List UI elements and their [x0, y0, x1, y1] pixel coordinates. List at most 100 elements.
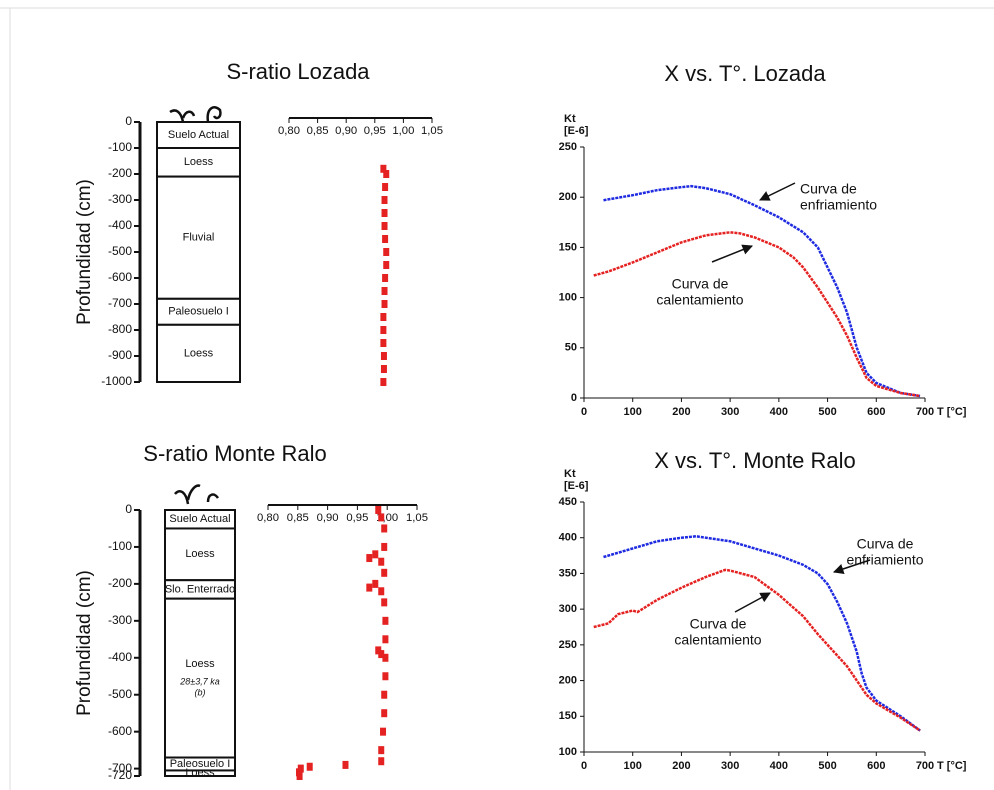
- y-axis-label: Profundidad (cm): [74, 570, 95, 716]
- y-tick-label: 150: [559, 241, 577, 253]
- s-ratio-point: [380, 378, 387, 386]
- layer: [164, 769, 236, 777]
- y-tick-label: 250: [559, 639, 577, 651]
- s-ratio-point: [381, 222, 388, 230]
- x-tick-label: 700: [916, 406, 934, 418]
- y-tick-label: 200: [559, 191, 577, 203]
- x-tick-label: 1,05: [406, 512, 428, 524]
- s-ratio-point: [380, 352, 387, 360]
- y-tick-label: 350: [559, 567, 577, 579]
- s-ratio-point: [381, 568, 388, 577]
- y-tick-label: 100: [559, 746, 577, 758]
- x-tick-label: 0,80: [278, 125, 300, 137]
- layer-name: Paleosuelo I: [170, 758, 231, 770]
- annotation: Curva de: [800, 181, 857, 197]
- s-ratio-point: [383, 261, 390, 269]
- layer-name: Slo. Enterrado: [165, 583, 235, 595]
- s-ratio-point: [381, 524, 388, 533]
- layer-name: Loess: [184, 156, 214, 168]
- layer-name: Loess: [184, 347, 214, 359]
- y-axis-unit: [E-6]: [564, 125, 589, 137]
- annotation: Curva de: [690, 616, 747, 632]
- s-ratio-point: [382, 672, 389, 681]
- s-ratio-point: [382, 635, 389, 644]
- y-tick-label: 300: [559, 603, 577, 615]
- y-tick-label: -500: [108, 244, 132, 258]
- y-axis-unit: [E-6]: [564, 480, 589, 492]
- x-tick-label: 0,90: [317, 512, 339, 524]
- y-tick-label: 200: [559, 674, 577, 686]
- layer-name: Paleosuelo I: [168, 306, 229, 318]
- s-ratio-point: [382, 183, 389, 191]
- series-line: [593, 568, 921, 732]
- s-ratio-point: [383, 170, 390, 178]
- s-ratio-point: [378, 650, 385, 659]
- s-ratio-point: [366, 554, 373, 563]
- x-tick-label: 100: [624, 760, 642, 772]
- x-tick-label: 500: [818, 406, 836, 418]
- layer: [164, 527, 236, 582]
- x-tick-label: 600: [867, 760, 885, 772]
- y-tick-label: -720: [108, 768, 132, 782]
- s-ratio-point: [382, 616, 389, 625]
- layer-name: Suelo Actual: [168, 129, 229, 141]
- x-axis-label: T [°C]: [937, 760, 967, 772]
- y-tick-label: 250: [559, 141, 577, 153]
- layer-name: Fluvial: [183, 232, 215, 244]
- x-tick-label: 0,85: [287, 512, 309, 524]
- y-tick-label: -700: [108, 296, 132, 310]
- y-tick-label: 50: [565, 342, 577, 354]
- y-tick-label: -600: [108, 270, 132, 284]
- s-ratio-point: [381, 209, 388, 217]
- s-ratio-point: [380, 164, 387, 173]
- s-ratio-point: [372, 579, 379, 588]
- series-line: [593, 231, 921, 398]
- annotation-arrow: [759, 182, 796, 201]
- s-ratio-point: [378, 513, 385, 522]
- y-axis-label: Profundidad (cm): [74, 179, 95, 325]
- layer-name: Suelo Actual: [169, 513, 230, 525]
- annotation: calentamiento: [656, 292, 743, 308]
- x-tick-label: 1,05: [421, 125, 443, 137]
- x-tick-label: 0: [581, 406, 587, 418]
- s-ratio-point: [296, 772, 303, 780]
- x-tick-label: 300: [721, 406, 739, 418]
- annotation-arrow: [833, 559, 871, 574]
- layer-note: (b): [195, 687, 206, 697]
- y-tick-label: 450: [559, 496, 577, 508]
- s-ratio-point: [382, 653, 389, 662]
- panel-title: S-ratio Monte Ralo: [143, 441, 326, 466]
- s-ratio-point: [378, 587, 385, 596]
- y-axis-label: Kt: [564, 468, 576, 480]
- y-tick-label: -100: [108, 140, 132, 154]
- y-tick-label: -300: [108, 192, 132, 206]
- y-tick-label: -900: [108, 348, 132, 362]
- s-ratio-point: [381, 542, 388, 551]
- layer: [156, 147, 241, 178]
- y-tick-label: 150: [559, 710, 577, 722]
- x-tick-label: 600: [867, 406, 885, 418]
- s-ratio-point: [381, 287, 388, 295]
- s-ratio-point: [381, 709, 388, 718]
- y-tick-label: 400: [559, 532, 577, 544]
- x-tick-label: 0,95: [346, 512, 368, 524]
- x-tick-label: 200: [672, 760, 690, 772]
- annotation: Curva de: [672, 276, 729, 292]
- y-tick-label: -300: [108, 613, 132, 627]
- s-ratio-point: [382, 235, 389, 243]
- layer-note: 28±3,7 ka: [179, 676, 219, 686]
- s-ratio-point: [381, 300, 388, 308]
- s-ratio-point: [380, 365, 387, 373]
- y-tick-label: -100: [108, 539, 132, 553]
- y-tick-label: -600: [108, 724, 132, 738]
- y-tick-label: -1000: [101, 374, 132, 388]
- chart-title: X vs. T°. Monte Ralo: [654, 448, 856, 473]
- y-tick-label: -200: [108, 166, 132, 180]
- layer-name: Loess: [185, 767, 215, 779]
- x-tick-label: 0,95: [364, 125, 386, 137]
- x-tick-label: 200: [672, 406, 690, 418]
- x-tick-label: 300: [721, 760, 739, 772]
